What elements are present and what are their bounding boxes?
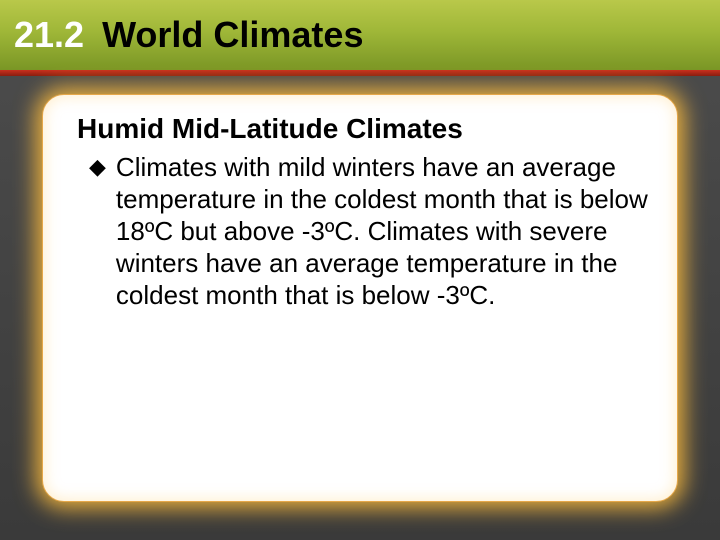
section-number: 21.2 <box>14 14 84 56</box>
subheading: Humid Mid-Latitude Climates <box>77 113 651 145</box>
title-bar: 21.2 World Climates <box>0 0 720 70</box>
bullet-text: Climates with mild winters have an avera… <box>116 151 651 311</box>
bullet-item: ◆ Climates with mild winters have an ave… <box>77 151 651 311</box>
slide: 21.2 World Climates Humid Mid-Latitude C… <box>0 0 720 540</box>
content-card: Humid Mid-Latitude Climates ◆ Climates w… <box>42 94 678 502</box>
diamond-bullet-icon: ◆ <box>89 151 106 183</box>
section-title: World Climates <box>102 14 363 56</box>
